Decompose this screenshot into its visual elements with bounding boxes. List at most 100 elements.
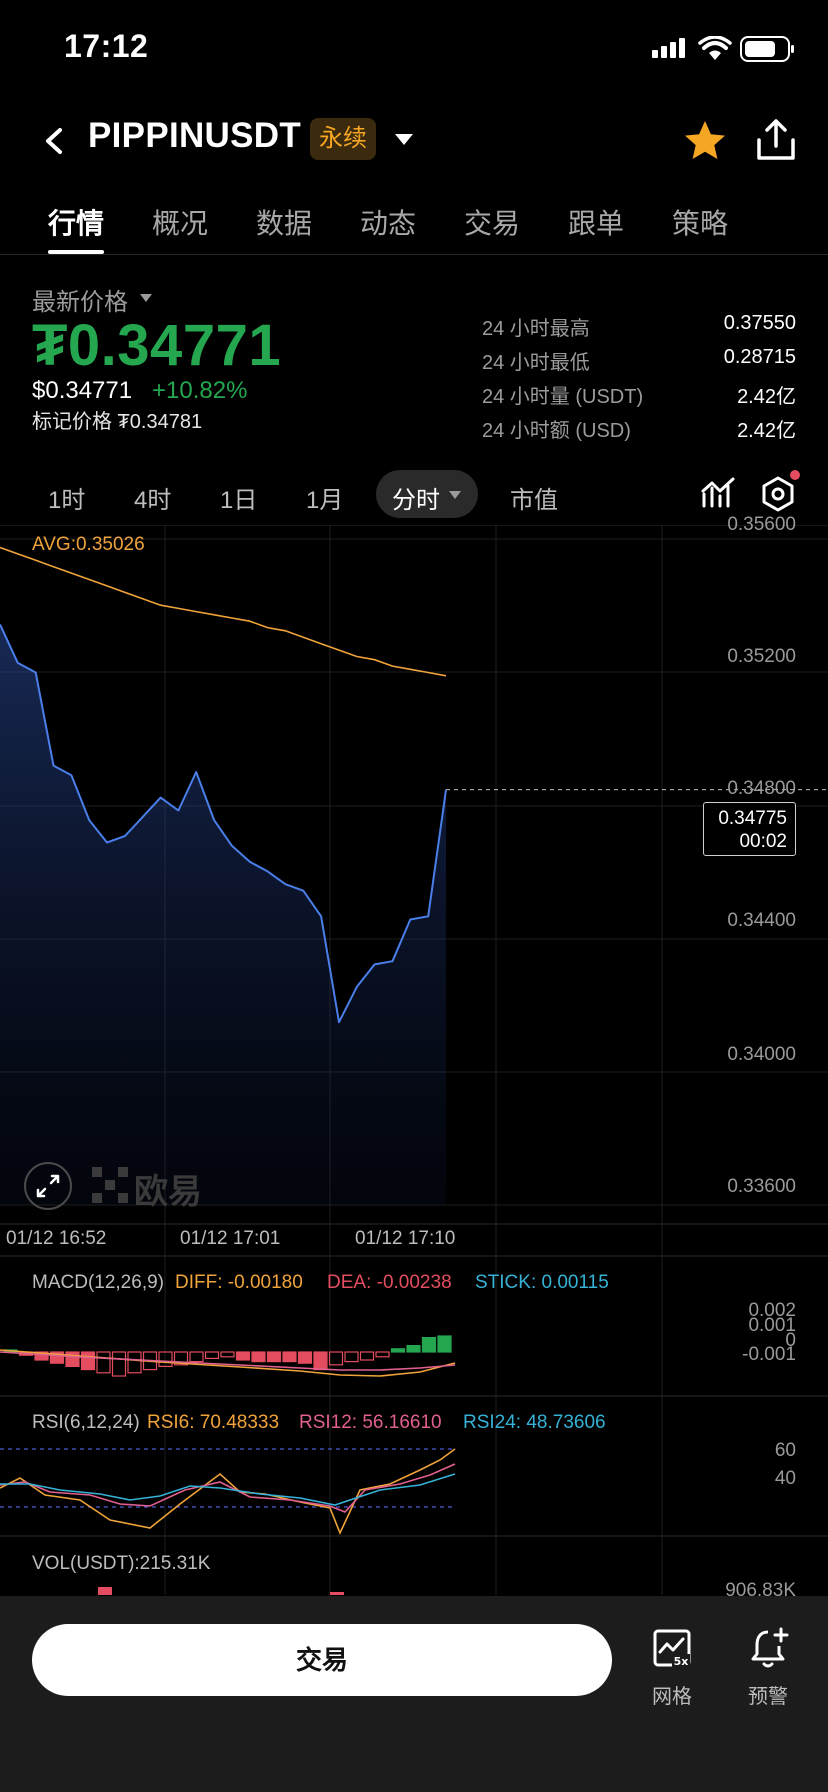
indicator-icon[interactable]	[700, 474, 736, 510]
grid-bot-icon[interactable]: 5x	[652, 1628, 692, 1668]
usd-price: $0.34771	[32, 377, 133, 404]
vol-bar	[330, 1592, 344, 1595]
macd-tick: 0.002	[748, 1300, 796, 1321]
interval-market-cap[interactable]: 市值	[510, 487, 558, 514]
stat-label-low: 24 小时最低	[482, 352, 590, 374]
caret-down-icon[interactable]	[138, 292, 154, 304]
interval-1d[interactable]: 1日	[220, 487, 258, 514]
divider	[0, 254, 828, 255]
change-percent: +10.82%	[152, 377, 248, 404]
caret-down-icon	[449, 491, 461, 499]
macd-bar	[173, 1351, 189, 1366]
stat-value-volume: 2.42亿	[737, 386, 796, 408]
tab-news[interactable]: 动态	[360, 208, 417, 239]
stat-label-amount: 24 小时额 (USD)	[482, 420, 631, 442]
tab-trade[interactable]: 交易	[464, 208, 521, 239]
settings-icon[interactable]	[758, 474, 798, 514]
tab-strategy[interactable]: 策略	[672, 208, 729, 239]
stat-value-amount: 2.42亿	[737, 420, 796, 442]
macd-bar	[359, 1351, 375, 1361]
fullscreen-button[interactable]	[24, 1162, 72, 1210]
macd-bar	[204, 1351, 220, 1360]
back-button[interactable]	[34, 116, 74, 166]
macd-bar	[421, 1336, 437, 1353]
last-price: ₮0.34771	[32, 313, 282, 378]
macd-bar	[158, 1351, 173, 1367]
interval-1m[interactable]: 1月	[306, 487, 344, 514]
macd-bar	[406, 1344, 421, 1353]
notification-dot	[790, 470, 800, 480]
okx-logo	[92, 1167, 128, 1203]
macd-dea: DEA: -0.00238	[327, 1272, 452, 1293]
stat-label-high: 24 小时最高	[482, 318, 590, 340]
tab-copy-trading[interactable]: 跟单	[568, 208, 625, 239]
macd-bar	[437, 1335, 452, 1353]
latest-price-label[interactable]: 最新价格	[32, 289, 128, 316]
macd-diff: DIFF: -0.00180	[175, 1272, 303, 1293]
svg-text:5x: 5x	[674, 1655, 689, 1668]
perpetual-badge: 永续	[310, 118, 376, 160]
macd-bar	[49, 1351, 65, 1364]
last-price-tag: 0.34775 00:02	[703, 802, 796, 856]
macd-bar	[297, 1351, 313, 1364]
price-chart[interactable]	[0, 525, 828, 1595]
y-tick: 0.34000	[727, 1044, 796, 1065]
interval-timeshare-label: 分时	[392, 487, 440, 514]
signal-icon	[652, 38, 685, 58]
avg-line	[0, 546, 447, 677]
rsi-label: RSI(6,12,24)	[32, 1412, 140, 1433]
stat-value-high: 0.37550	[723, 312, 796, 334]
x-tick: 01/12 17:01	[180, 1228, 281, 1249]
alert-label[interactable]: 预警	[748, 1686, 788, 1708]
vol-bar	[98, 1587, 112, 1595]
rsi6-value: RSI6: 70.48333	[147, 1412, 280, 1433]
macd-bar	[328, 1351, 344, 1366]
macd-bar	[111, 1351, 127, 1377]
rsi-tick: 40	[774, 1468, 796, 1489]
tab-underline	[48, 250, 104, 254]
vol-tick: 906.83K	[725, 1580, 796, 1596]
macd-bar	[80, 1351, 96, 1371]
x-tick: 01/12 17:10	[355, 1228, 456, 1249]
stat-label-volume: 24 小时量 (USDT)	[482, 386, 644, 408]
trade-button[interactable]: 交易	[32, 1624, 612, 1696]
last-price-tag-timer: 00:02	[739, 831, 787, 852]
y-tick: 0.35600	[727, 514, 796, 535]
tab-data[interactable]: 数据	[256, 208, 313, 239]
rsi12-value: RSI12: 56.16610	[299, 1412, 442, 1433]
rsi-tick: 60	[774, 1440, 796, 1461]
stat-value-low: 0.28715	[723, 346, 796, 368]
avg-label: AVG:0.35026	[32, 534, 145, 555]
star-icon[interactable]	[680, 116, 730, 166]
interval-1h[interactable]: 1时	[48, 487, 86, 514]
bell-plus-icon[interactable]	[748, 1626, 790, 1670]
expand-icon	[36, 1174, 60, 1198]
macd-bar	[65, 1351, 80, 1367]
interval-4h[interactable]: 4时	[134, 487, 172, 514]
macd-bar	[282, 1351, 297, 1363]
macd-dea-line	[0, 1351, 456, 1371]
macd-bar	[96, 1351, 111, 1374]
price-line	[0, 623, 447, 1024]
share-icon[interactable]	[754, 116, 798, 164]
tab-overview[interactable]: 概况	[152, 208, 209, 239]
macd-tick: -0.001	[742, 1344, 796, 1365]
battery-icon	[740, 36, 794, 62]
status-time: 17:12	[64, 28, 149, 64]
wifi-icon	[698, 36, 732, 60]
price-area	[0, 624, 446, 1205]
macd-bar	[127, 1351, 142, 1374]
grid-label[interactable]: 网格	[652, 1686, 692, 1708]
tab-market[interactable]: 行情	[48, 208, 105, 239]
chevron-down-icon[interactable]	[392, 128, 416, 152]
macd-tick: 0.001	[748, 1315, 796, 1336]
symbol-title[interactable]: PIPPINUSDT	[88, 116, 302, 155]
rsi24-line	[0, 1473, 456, 1506]
macd-tick: 0	[785, 1330, 796, 1351]
y-tick: 0.35200	[727, 646, 796, 667]
mark-price: 标记价格 ₮0.34781	[32, 411, 203, 433]
interval-timeshare-button[interactable]	[376, 470, 478, 518]
vol-label: VOL(USDT):215.31K	[32, 1553, 211, 1574]
macd-label: MACD(12,26,9)	[32, 1272, 164, 1293]
